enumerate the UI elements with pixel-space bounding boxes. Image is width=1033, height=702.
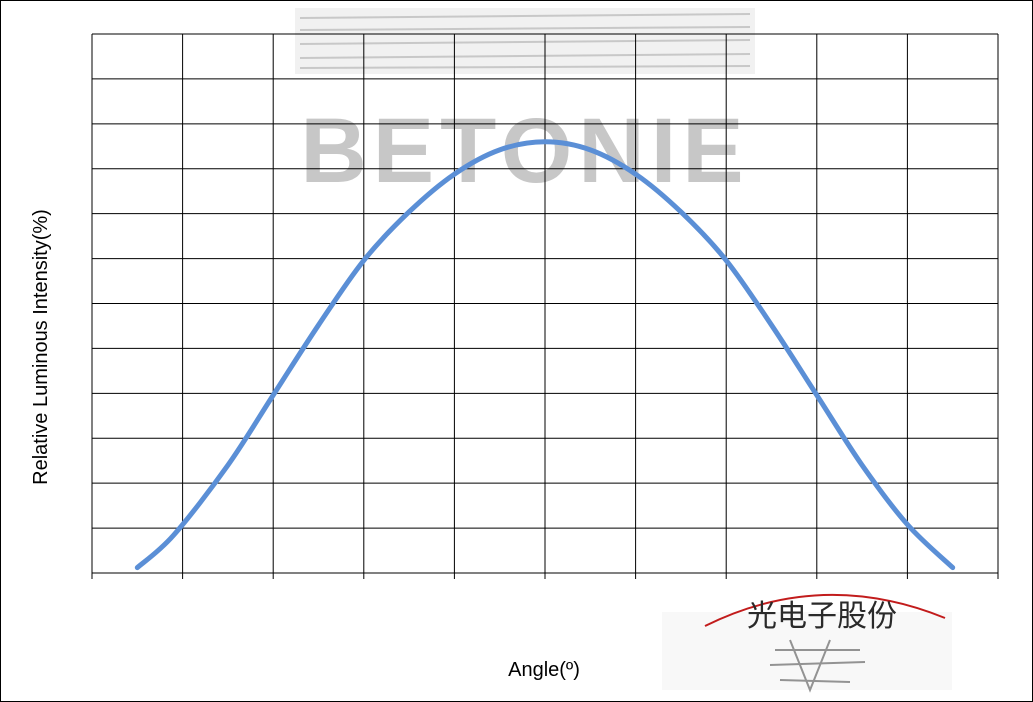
watermark-stripes	[299, 13, 751, 69]
stamp-emblem	[769, 639, 866, 693]
stamp-arc	[704, 593, 946, 627]
stamp-text: 光电子股份	[747, 599, 897, 634]
watermark-text: BETONIE	[300, 100, 749, 202]
company-stamp: 光电子股份	[662, 593, 952, 693]
plot-grid	[91, 33, 999, 574]
series-line-intensity	[134, 139, 956, 571]
x-axis-ticks	[91, 573, 999, 579]
y-axis-label: Relative Luminous Intensity(%)	[30, 209, 52, 485]
watermark-logo: BETONIE	[295, 8, 755, 202]
x-axis-label: Angle(º)	[508, 659, 580, 681]
